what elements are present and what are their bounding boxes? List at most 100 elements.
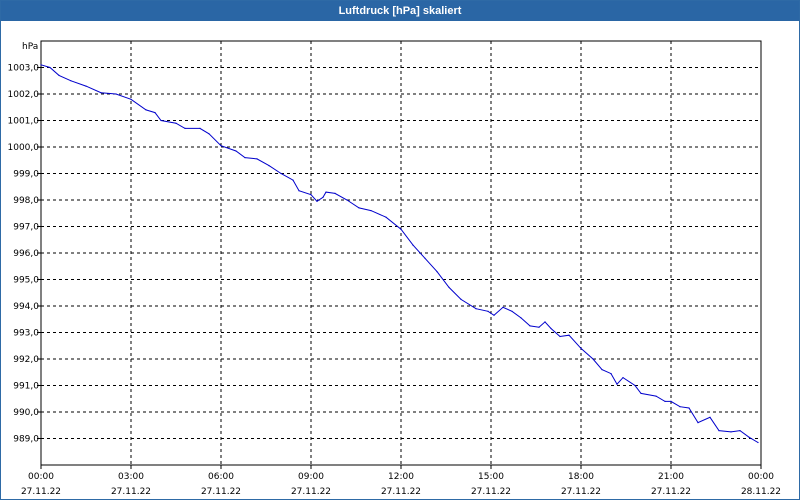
data-point — [655, 395, 657, 397]
data-point — [718, 430, 720, 432]
data-point — [322, 196, 324, 198]
data-point — [448, 286, 450, 288]
data-point — [730, 431, 732, 433]
data-point — [256, 158, 258, 160]
data-point — [199, 127, 201, 129]
x-tick-time-label: 15:00 — [478, 472, 504, 482]
data-point — [400, 228, 402, 230]
y-tick-label: 992,0 — [13, 355, 39, 365]
data-point — [634, 384, 636, 387]
data-point — [520, 317, 522, 319]
x-tick-date-label: 27.11.22 — [21, 487, 61, 497]
data-point — [184, 127, 186, 129]
x-tick-date-label: 27.11.22 — [291, 487, 331, 497]
x-tick-time-label: 03:00 — [118, 472, 144, 482]
data-point — [325, 191, 327, 193]
data-point — [385, 216, 387, 218]
data-point — [145, 109, 147, 111]
data-point — [412, 244, 414, 246]
data-point — [502, 306, 504, 308]
y-tick-label: 1000,0 — [8, 143, 40, 153]
y-tick-label: 998,0 — [13, 196, 39, 206]
data-point — [58, 74, 60, 76]
data-point — [664, 400, 666, 402]
x-tick-time-label: 00:00 — [28, 472, 54, 482]
data-point — [310, 194, 312, 196]
data-point — [709, 416, 711, 418]
x-tick-date-label: 27.11.22 — [471, 487, 511, 497]
y-tick-label: 1001,0 — [8, 117, 40, 127]
data-point — [154, 112, 156, 114]
data-point — [739, 430, 741, 432]
x-tick-time-label: 21:00 — [658, 472, 684, 482]
data-point — [616, 383, 618, 385]
x-tick-date-label: 27.11.22 — [201, 487, 241, 497]
x-tick-time-label: 00:00 — [748, 472, 774, 482]
data-point — [538, 326, 540, 328]
y-axis-ticks: 989,0 990,0 991,0 992,0 993,0 994,0 995,0 996,0… — [8, 64, 41, 445]
data-point — [49, 66, 51, 69]
data-point — [244, 157, 246, 159]
data-point — [316, 200, 318, 202]
grid-lines — [41, 41, 761, 465]
y-tick-label: 1002,0 — [8, 90, 40, 100]
data-point — [544, 321, 546, 323]
data-point — [748, 436, 750, 438]
data-point — [511, 310, 513, 312]
data-point — [160, 119, 162, 122]
data-point — [487, 310, 489, 312]
y-tick-label: 990,0 — [13, 408, 39, 418]
data-point — [559, 335, 561, 338]
data-point — [493, 314, 495, 316]
data-point — [40, 64, 42, 66]
data-point — [475, 308, 477, 310]
y-tick-label: 994,0 — [13, 302, 39, 312]
data-point — [436, 271, 438, 273]
data-point — [85, 85, 87, 87]
data-point — [220, 145, 222, 147]
data-point — [334, 192, 336, 194]
x-tick-date-label: 28.11.22 — [741, 487, 781, 497]
data-point — [358, 207, 360, 209]
y-axis-unit-label: hPa — [22, 42, 38, 52]
data-point — [592, 358, 594, 360]
y-tick-label: 995,0 — [13, 276, 39, 286]
data-point — [529, 325, 531, 327]
y-tick-label: 993,0 — [13, 329, 39, 339]
data-point — [679, 406, 681, 408]
data-point — [70, 80, 72, 82]
y-tick-label: 989,0 — [13, 435, 39, 445]
data-point — [622, 377, 624, 379]
data-point — [370, 210, 372, 212]
x-tick-date-label: 27.11.22 — [651, 487, 691, 497]
y-tick-label: 997,0 — [13, 223, 39, 233]
x-tick-time-label: 09:00 — [298, 472, 324, 482]
data-point — [280, 172, 282, 175]
x-tick-time-label: 12:00 — [388, 472, 414, 482]
data-point — [268, 165, 270, 167]
data-point — [601, 369, 603, 371]
data-point — [235, 150, 237, 152]
data-point — [757, 441, 759, 444]
y-tick-label: 991,0 — [13, 382, 39, 392]
series-line — [40, 64, 759, 443]
y-tick-label: 1003,0 — [8, 64, 40, 74]
data-point — [100, 92, 102, 94]
chart-title: Luftdruck [hPa] skaliert — [1, 1, 799, 21]
x-axis-ticks: 00:00 27.11.22 03:00 27.11.22 06:00 27.11.22 0… — [21, 465, 781, 497]
data-point — [208, 133, 210, 135]
x-tick-date-label: 27.11.22 — [381, 487, 421, 497]
data-point — [115, 93, 117, 95]
data-point — [298, 190, 300, 192]
data-point — [550, 327, 552, 330]
x-tick-date-label: 27.11.22 — [561, 487, 601, 497]
data-point — [640, 392, 642, 394]
x-tick-date-label: 27.11.22 — [111, 487, 151, 497]
x-tick-time-label: 06:00 — [208, 472, 234, 482]
data-point — [346, 199, 348, 201]
y-tick-label: 999,0 — [13, 170, 39, 180]
data-point — [670, 400, 672, 402]
data-point — [610, 373, 612, 375]
